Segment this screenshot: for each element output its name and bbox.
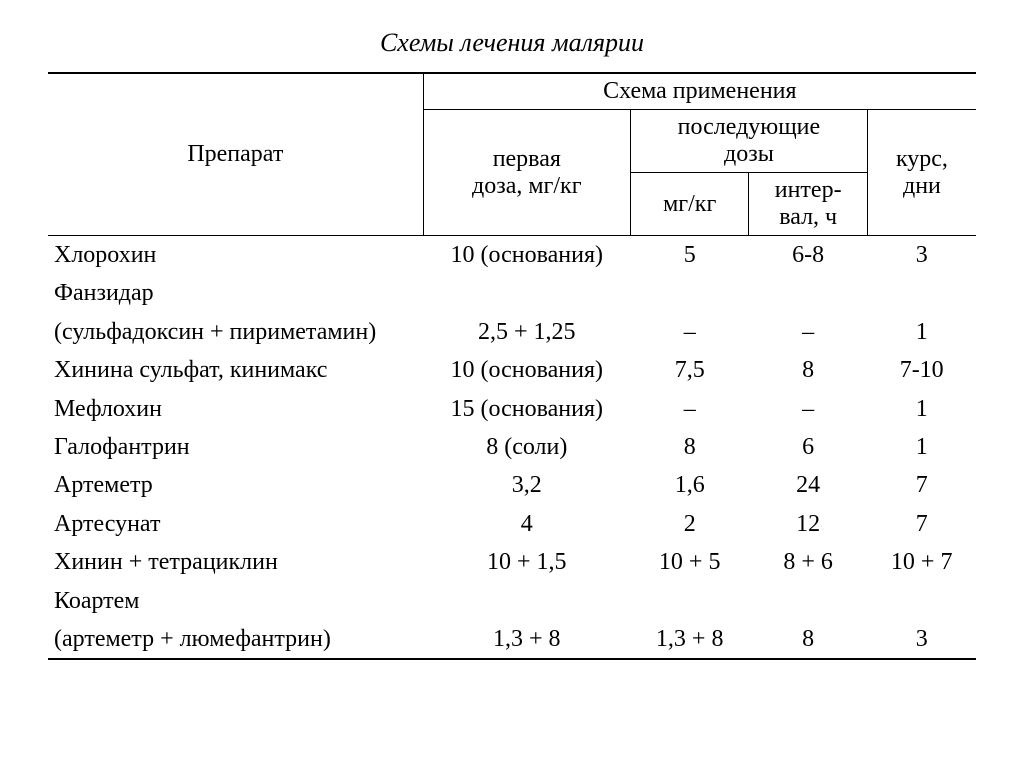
cell: Хинина сульфат, кинимакс [48,351,423,389]
cell: 1 [867,428,976,466]
cell [423,274,630,312]
table-body: Хлорохин10 (основания)56-83Фанзидар(суль… [48,236,976,660]
cell: 2 [630,505,748,543]
table-row: Артесунат42127 [48,505,976,543]
cell: 7 [867,505,976,543]
cell: 8 (соли) [423,428,630,466]
cell: 8 [749,351,867,389]
cell [867,582,976,620]
cell: 4 [423,505,630,543]
cell: 8 + 6 [749,543,867,581]
table-row: (сульфадоксин + пириметамин)2,5 + 1,25––… [48,313,976,351]
cell: 2,5 + 1,25 [423,313,630,351]
cell: – [630,390,748,428]
table-title: Схемы лечения малярии [48,28,976,58]
cell [749,274,867,312]
cell: 1,6 [630,466,748,504]
cell: 10 + 7 [867,543,976,581]
col-header-interval: интер-вал, ч [749,173,867,236]
cell: 6-8 [749,236,867,275]
cell [630,274,748,312]
cell: 15 (основания) [423,390,630,428]
cell: – [749,390,867,428]
cell: 7,5 [630,351,748,389]
col-header-course: курс,дни [867,110,976,236]
cell [749,582,867,620]
cell: (сульфадоксин + пириметамин) [48,313,423,351]
cell: 12 [749,505,867,543]
cell: Мефлохин [48,390,423,428]
cell: 8 [749,620,867,659]
cell: 10 (основания) [423,236,630,275]
cell [630,582,748,620]
table-row: Хинин + тетрациклин10 + 1,510 + 58 + 610… [48,543,976,581]
cell: 7 [867,466,976,504]
col-header-drug: Препарат [48,73,423,236]
cell: 1,3 + 8 [630,620,748,659]
table-row: Хлорохин10 (основания)56-83 [48,236,976,275]
cell: 10 + 1,5 [423,543,630,581]
cell: Фанзидар [48,274,423,312]
table-row: Коартем [48,582,976,620]
cell: 6 [749,428,867,466]
col-header-scheme: Схема применения [423,73,976,110]
cell: Хинин + тетрациклин [48,543,423,581]
cell: 1 [867,390,976,428]
table-row: Хинина сульфат, кинимакс10 (основания)7,… [48,351,976,389]
cell: (артеметр + люмефантрин) [48,620,423,659]
cell: – [749,313,867,351]
table-row: Артеметр3,21,6247 [48,466,976,504]
cell [423,582,630,620]
table-row: Мефлохин15 (основания)––1 [48,390,976,428]
cell: 3,2 [423,466,630,504]
malaria-treatment-table: Препарат Схема применения перваядоза, мг… [48,72,976,660]
cell: 5 [630,236,748,275]
cell: 1 [867,313,976,351]
cell: 8 [630,428,748,466]
cell: – [630,313,748,351]
table-row: (артеметр + люмефантрин)1,3 + 81,3 + 883 [48,620,976,659]
cell: 1,3 + 8 [423,620,630,659]
cell: Артесунат [48,505,423,543]
cell: 10 + 5 [630,543,748,581]
cell: Коартем [48,582,423,620]
table-row: Галофантрин8 (соли)861 [48,428,976,466]
cell: 7-10 [867,351,976,389]
cell: 24 [749,466,867,504]
col-header-first-dose: перваядоза, мг/кг [423,110,630,236]
cell: 3 [867,236,976,275]
col-header-subsequent: последующиедозы [630,110,867,173]
cell: Артеметр [48,466,423,504]
cell: 3 [867,620,976,659]
cell: 10 (основания) [423,351,630,389]
col-header-mgkg: мг/кг [630,173,748,236]
table-row: Фанзидар [48,274,976,312]
cell: Хлорохин [48,236,423,275]
cell [867,274,976,312]
cell: Галофантрин [48,428,423,466]
